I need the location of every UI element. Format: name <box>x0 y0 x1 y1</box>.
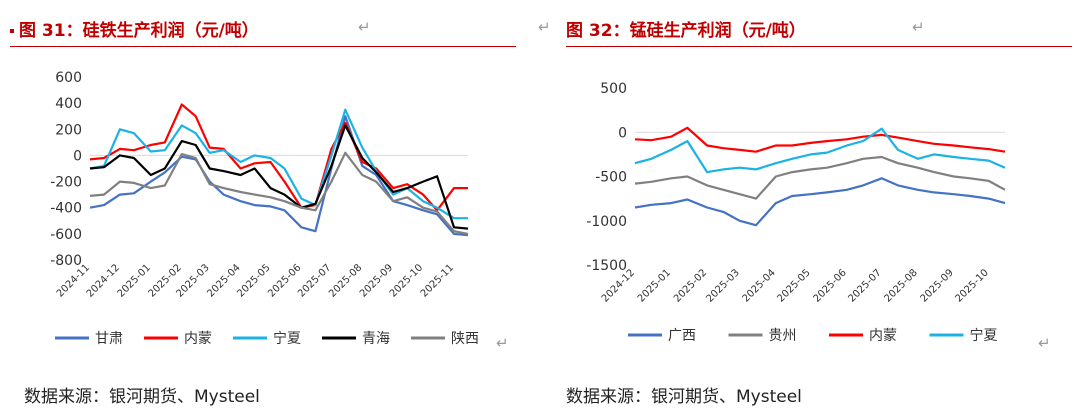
x-tick-label: 2025-10 <box>953 267 990 304</box>
y-tick-label: 600 <box>55 70 82 86</box>
data-source-left: 数据来源：银河期货、Mysteel <box>24 387 260 407</box>
y-tick-label: -400 <box>50 201 82 217</box>
title-rule <box>566 46 1072 47</box>
x-tick-label: 2025-06 <box>812 267 849 304</box>
x-tick-label: 2025-02 <box>672 267 709 304</box>
chart-manganese-silicon-profit: 5000-500-1000-15002024-122025-012025-022… <box>586 81 1006 344</box>
y-tick-label: 0 <box>73 148 82 164</box>
series-line-广西 <box>634 177 1006 227</box>
legend-label: 贵州 <box>769 328 797 344</box>
x-tick-label: 2025-04 <box>741 267 778 304</box>
legend-label: 内蒙 <box>184 331 212 347</box>
return-mark-icon: ↵ <box>496 334 509 352</box>
y-tick-label: -200 <box>50 175 82 191</box>
legend-label: 青海 <box>362 331 390 347</box>
y-tick-label: 0 <box>618 125 627 141</box>
series-line-宁夏 <box>634 127 1006 174</box>
x-tick-label: 2025-11 <box>419 262 456 299</box>
chart-panel-right: ↵ 图 32：锰硅生产利润（元/吨） ↵ 500 0 -500 -1000 -1500 2… <box>538 0 1080 413</box>
series-line-贵州 <box>634 155 1006 200</box>
y-tick-label: 500 <box>600 81 627 97</box>
x-tick-label: 2025-09 <box>919 267 956 304</box>
legend-label: 宁夏 <box>273 330 301 347</box>
series-line-内蒙 <box>89 103 468 212</box>
bullet-icon <box>10 29 14 33</box>
y-tick-label: -600 <box>50 227 82 243</box>
legend-label: 宁夏 <box>970 327 998 344</box>
chart-silicon-iron-profit: 6004002000-200-400-600-8002024-112024-12… <box>50 70 479 347</box>
y-tick-label: -1000 <box>586 214 627 230</box>
return-mark-icon: ↵ <box>358 18 371 36</box>
chart-panel-left: 图 31：硅铁生产利润（元/吨） ↵ 600 400 200 0 -200 -400 -60… <box>10 16 516 407</box>
x-tick-label: 2025-01 <box>636 267 673 304</box>
y-tick-label: -500 <box>595 170 627 186</box>
y-tick-label: -1500 <box>586 258 627 274</box>
data-source-right: 数据来源：银河期货、Mysteel <box>566 387 802 407</box>
legend-label: 陕西 <box>451 331 479 347</box>
chart-title-right: 图 32：锰硅生产利润（元/吨） <box>566 21 806 41</box>
return-mark-icon: ↵ <box>538 18 551 36</box>
title-rule <box>10 46 516 47</box>
y-tick-label: -800 <box>50 253 82 269</box>
series-line-甘肃 <box>89 115 469 237</box>
x-tick-label: 2025-03 <box>705 267 742 304</box>
x-tick-label: 2025-05 <box>775 267 812 304</box>
legend-label: 甘肃 <box>95 331 123 347</box>
legend-label: 内蒙 <box>869 328 897 344</box>
chart-title-left: 图 31：硅铁生产利润（元/吨） <box>10 16 259 41</box>
return-mark-icon: ↵ <box>912 18 925 36</box>
x-tick-label: 2025-08 <box>883 267 920 304</box>
return-mark-icon: ↵ <box>1038 334 1051 352</box>
series-line-内蒙 <box>634 126 1006 153</box>
series-line-青海 <box>89 124 469 230</box>
legend-label: 广西 <box>668 328 696 344</box>
x-tick-label: 2025-07 <box>846 267 883 304</box>
y-tick-label: 200 <box>55 122 82 138</box>
y-tick-label: 400 <box>55 96 82 112</box>
series-line-陕西 <box>89 151 469 235</box>
series-line-宁夏 <box>89 108 468 220</box>
